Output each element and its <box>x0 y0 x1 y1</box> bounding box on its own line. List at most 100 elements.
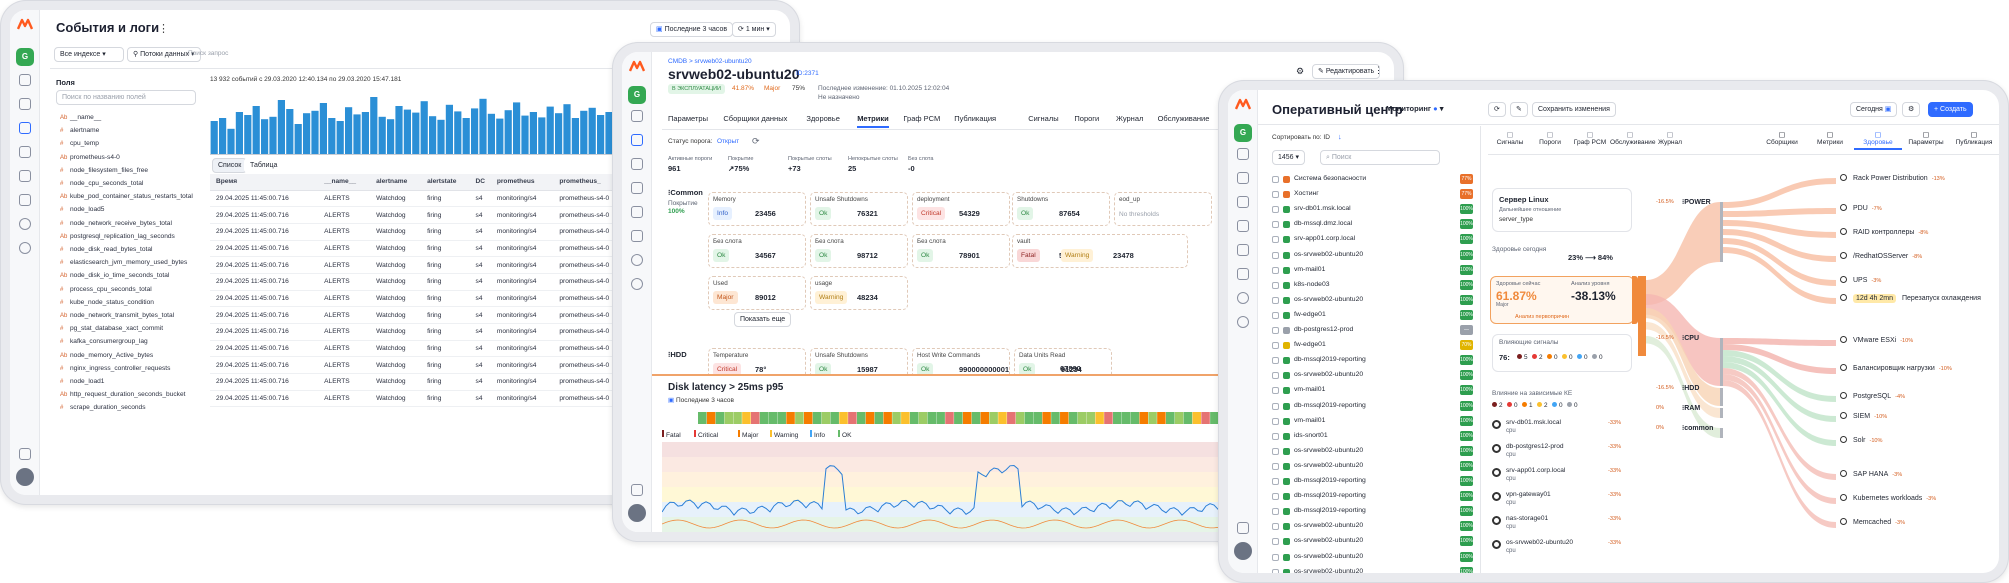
list-item[interactable]: os-srvweb02-ubuntu20 100% <box>1272 536 1482 548</box>
sankey-category[interactable]: 0% ⁝RAM <box>1656 404 1700 412</box>
breadcrumb[interactable]: CMDB > srvweb02-ubuntu20 <box>668 58 752 65</box>
edit-button[interactable]: ✎ <box>1510 102 1528 117</box>
tab-item[interactable]: Здоровье <box>806 114 840 123</box>
field-item[interactable]: # nginx_ingress_controller_requests <box>60 365 170 372</box>
field-item[interactable]: Ab kube_pod_container_status_restarts_tot… <box>60 193 193 200</box>
row-checkbox[interactable] <box>1272 508 1279 516</box>
column-header[interactable]: Время <box>210 174 319 191</box>
subtab-item[interactable]: ◻ Сборщики <box>1758 130 1806 146</box>
row-checkbox[interactable] <box>1272 493 1279 501</box>
row-checkbox[interactable] <box>1272 568 1279 573</box>
subtab-item[interactable]: ◻ Обслуживание <box>1610 130 1656 146</box>
date-select[interactable]: Сегодня ▣ <box>1850 102 1898 117</box>
subtab-item[interactable]: ◻ Журнал <box>1650 130 1690 146</box>
row-checkbox[interactable] <box>1272 206 1279 214</box>
row-checkbox[interactable] <box>1272 251 1279 259</box>
sankey-category[interactable]: -16.5% ⁝POWER <box>1656 198 1711 206</box>
refresh-button[interactable]: ⟳ <box>1488 102 1506 117</box>
user-avatar[interactable] <box>628 504 646 522</box>
list-item[interactable]: vm-mail01 100% <box>1272 264 1482 277</box>
table-row[interactable]: 29.04.2025 11:45:00.716 ALERTS Watchdog fir… <box>210 256 630 274</box>
row-checkbox[interactable] <box>1272 221 1279 229</box>
threshold-card[interactable]: Unsafe Shutdowns Ok 76321 <box>810 192 908 226</box>
layers-icon[interactable] <box>631 206 643 218</box>
tools-icon[interactable] <box>19 194 31 206</box>
tab-table[interactable]: Таблица <box>244 158 284 173</box>
list-item[interactable]: os-srvweb02-ubuntu20 100% <box>1272 445 1482 458</box>
row-checkbox[interactable] <box>1272 462 1279 470</box>
column-header[interactable]: prometheus <box>490 174 554 191</box>
workspace-avatar[interactable]: G <box>628 86 646 104</box>
index-select[interactable]: Все индексе ▾ <box>54 47 124 62</box>
list-item[interactable]: ids-snort01 100% <box>1272 430 1482 443</box>
tab-item[interactable]: Обслуживание <box>1157 114 1210 123</box>
tools-icon[interactable] <box>631 230 643 242</box>
table-row[interactable]: 29.04.2025 11:45:00.716 ALERTS Watchdog fir… <box>210 206 630 224</box>
field-item[interactable]: Ab node_disk_io_time_seconds_total <box>60 272 169 279</box>
column-header[interactable]: alertname <box>370 174 422 191</box>
threshold-card[interactable]: eod_up No thresholds <box>1114 192 1212 226</box>
bell-icon[interactable] <box>1237 522 1249 534</box>
sankey-dependent[interactable]: Solr -10% <box>1840 436 1883 444</box>
row-checkbox[interactable] <box>1272 372 1279 380</box>
logs-icon[interactable] <box>631 158 643 170</box>
column-header[interactable]: __name__ <box>318 174 371 191</box>
field-item[interactable]: # node_load1 <box>60 378 104 385</box>
workspace-avatar[interactable]: G <box>16 48 34 66</box>
tab-item[interactable]: Журнал <box>1116 114 1144 123</box>
row-checkbox[interactable] <box>1272 538 1279 546</box>
threshold-card[interactable]: usage Warning 48234 <box>810 276 908 310</box>
row-checkbox[interactable] <box>1272 357 1279 365</box>
tab-item[interactable]: Пороги <box>1074 114 1100 123</box>
sankey-dependent[interactable]: Балансировщик нагрузки -10% <box>1840 364 1952 372</box>
user-avatar[interactable] <box>16 468 34 486</box>
query-input[interactable]: Поиск запрос <box>188 50 229 57</box>
list-item[interactable]: os-srvweb02-ubuntu20 100% <box>1272 370 1482 382</box>
stream-select[interactable]: ⚲ Потоки данных ▾ <box>127 47 201 62</box>
field-item[interactable]: Ab prometheus-s4-0 <box>60 154 120 161</box>
bell-icon[interactable] <box>19 448 31 460</box>
list-search-input[interactable]: ⌕ Поиск <box>1320 150 1440 165</box>
impact-item[interactable]: nas-storage01 cpu -33% <box>1492 514 1632 536</box>
field-item[interactable]: Ab postgresql_replication_lag_seconds <box>60 233 175 240</box>
refresh-interval-select[interactable]: ⟳ 1 мин ▾ <box>732 22 776 37</box>
sankey-category[interactable]: -16.5% ⁝CPU <box>1656 334 1699 342</box>
threshold-card[interactable]: Без слота Ok 78901 <box>912 234 1010 268</box>
row-checkbox[interactable] <box>1272 523 1279 531</box>
home-icon[interactable] <box>19 74 31 86</box>
tab-item[interactable]: Граф PCM <box>903 114 941 123</box>
subtab-item[interactable]: ◻ Публикация <box>1950 130 1998 146</box>
list-item[interactable]: db-mssql2019-reporting 100% <box>1272 506 1482 518</box>
user-avatar[interactable] <box>1234 542 1252 560</box>
show-more-button[interactable]: Показать еще <box>734 312 792 327</box>
list-item[interactable]: srv-db01.msk.local 100% <box>1272 204 1482 216</box>
clipboard-icon[interactable] <box>1237 172 1249 184</box>
field-item[interactable]: # elasticsearch_jvm_memory_used_bytes <box>60 259 187 266</box>
row-checkbox[interactable] <box>1272 432 1279 440</box>
row-checkbox[interactable] <box>1272 342 1279 350</box>
tab-item[interactable]: Публикация <box>954 114 997 123</box>
field-item[interactable]: # node_load5 <box>60 206 104 213</box>
list-item[interactable]: os-srvweb02-ubuntu20 100% <box>1272 566 1482 573</box>
tools-icon[interactable] <box>1237 268 1249 280</box>
subtab-item[interactable]: ◻ Здоровье <box>1854 130 1902 150</box>
row-checkbox[interactable] <box>1272 553 1279 561</box>
row-checkbox[interactable] <box>1272 281 1279 289</box>
refresh-icon[interactable]: ⟳ <box>752 136 760 146</box>
edit-button[interactable]: ✎ Редактировать <box>1312 64 1381 79</box>
sankey-dependent[interactable]: Memcached -3% <box>1840 518 1905 526</box>
row-checkbox[interactable] <box>1272 296 1279 304</box>
row-checkbox[interactable] <box>1272 311 1279 319</box>
subtab-item[interactable]: ◻ Граф PCM <box>1570 130 1610 146</box>
sankey-dependent[interactable]: UPS -3% <box>1840 276 1881 284</box>
server-card[interactable]: Сервер Linux Дальнейшее отношение server… <box>1492 188 1632 232</box>
field-item[interactable]: # alertname <box>60 127 99 134</box>
column-header[interactable]: alertstate <box>421 174 470 191</box>
subtab-item[interactable]: ◻ Сигналы <box>1490 130 1530 146</box>
row-checkbox[interactable] <box>1272 447 1279 455</box>
tab-item[interactable]: Сборщики данных <box>723 114 788 123</box>
table-row[interactable]: 29.04.2025 11:45:00.716 ALERTS Watchdog fir… <box>210 223 630 241</box>
bell-icon[interactable] <box>631 484 643 496</box>
time-range-select[interactable]: ▣ Последние 3 часов <box>650 22 734 37</box>
threshold-card[interactable]: Used Major 89012 <box>708 276 806 310</box>
